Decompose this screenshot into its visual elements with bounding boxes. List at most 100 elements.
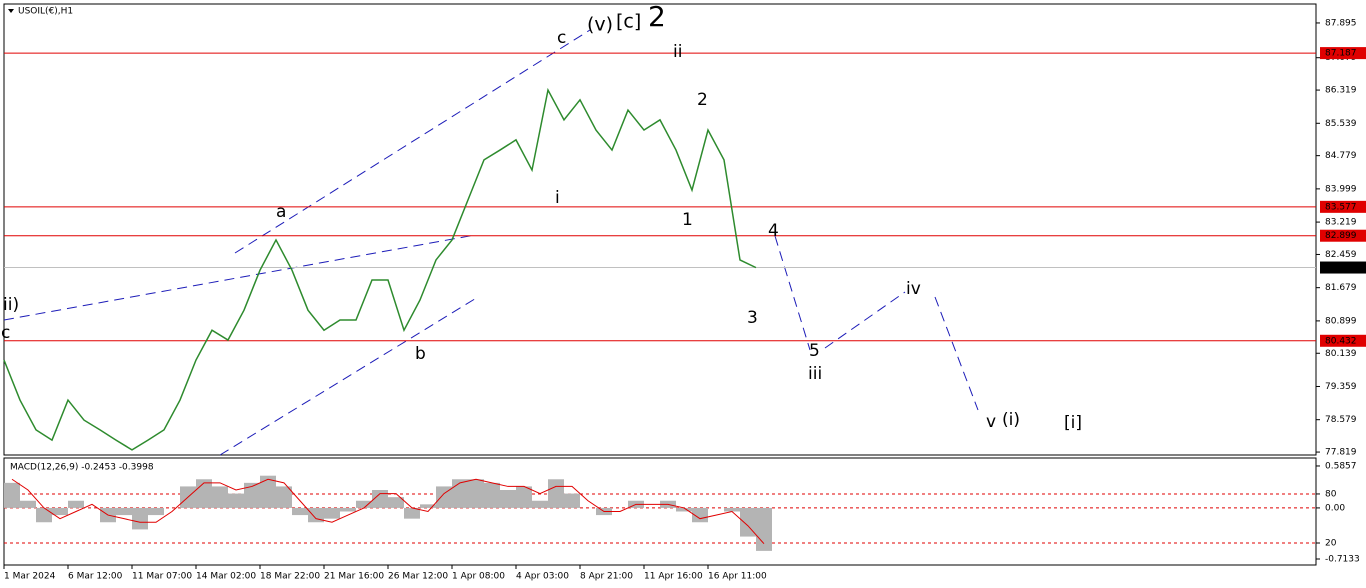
macd-bar (548, 479, 564, 508)
level-label: 80.432 (1325, 336, 1357, 346)
wave-label: ii) (3, 295, 19, 315)
chart-title: USOIL(€),H1 (18, 7, 73, 17)
y-tick-label: 85.539 (1325, 119, 1357, 129)
wave-label: ii (673, 42, 682, 62)
x-tick-label: 21 Mar 16:00 (324, 572, 384, 582)
wave-label: [i] (1064, 413, 1082, 433)
wave-label: v (986, 412, 996, 432)
macd-bar (20, 500, 36, 508)
macd-bar (676, 507, 692, 512)
x-tick-label: 26 Mar 12:00 (388, 572, 448, 582)
macd-bar (532, 500, 548, 508)
macd-bar (196, 479, 212, 508)
level-label: 87.187 (1325, 49, 1357, 59)
macd-frame (3, 457, 1317, 566)
macd-bar (260, 475, 276, 508)
wave-label: 2 (648, 0, 666, 33)
x-tick-label: 11 Mar 07:00 (132, 572, 192, 582)
macd-bar (484, 482, 500, 508)
wave-label: iv (906, 279, 921, 299)
macd-bar (740, 507, 756, 537)
y-tick-label: 80 (1325, 489, 1337, 499)
macd-bar (148, 507, 164, 516)
y-tick-label: 81.679 (1325, 283, 1357, 293)
level-label-box (1320, 229, 1366, 242)
wave-lines (3, 29, 979, 456)
x-tick-label: 6 Mar 12:00 (68, 572, 123, 582)
wave-label: 5 (809, 341, 820, 361)
macd-bar (228, 493, 244, 508)
macd-bar (356, 500, 372, 508)
wave-label: 3 (747, 308, 758, 328)
price-frame (3, 3, 1317, 456)
price-line (3, 87, 757, 451)
macd-bar (692, 507, 708, 523)
y-tick-label: 20 (1325, 539, 1337, 549)
macd-bar (404, 507, 420, 519)
macd-bar (756, 507, 772, 551)
macd-bar (132, 507, 148, 530)
y-tick-label: 77.819 (1325, 448, 1357, 458)
wave-label: (v) (587, 14, 613, 36)
wave-label: a (276, 202, 286, 222)
y-tick-label: 79.359 (1325, 382, 1357, 392)
wave-label: iii (808, 364, 822, 384)
macd-bar (436, 486, 452, 508)
macd-bar (372, 490, 388, 508)
wave-label: 2 (697, 90, 708, 110)
y-tick-label: 83.219 (1325, 218, 1357, 228)
macd-bar (4, 482, 20, 508)
x-tick-label: 11 Apr 16:00 (644, 572, 703, 582)
macd-bar (452, 479, 468, 508)
signal-line (11, 478, 765, 545)
macd-bar (212, 486, 228, 508)
y-tick-label: 78.579 (1325, 415, 1357, 425)
x-tick-label: 4 Apr 03:00 (516, 572, 569, 582)
x-tick-label: 14 Mar 02:00 (196, 572, 256, 582)
wave-label: i (555, 188, 560, 208)
level-label: 83.577 (1325, 202, 1357, 212)
wave-label: c (1, 323, 10, 343)
macd-bar (52, 507, 68, 516)
y-tick-label: 80.899 (1325, 316, 1357, 326)
macd-bar (516, 486, 532, 508)
macd-bar (308, 507, 324, 523)
macd-bar (244, 482, 260, 508)
wave-label: 1 (682, 210, 693, 230)
macd-bar (116, 507, 132, 516)
macd-bar (564, 493, 580, 508)
x-tick-label: 1 Apr 08:00 (452, 572, 505, 582)
wave-label: 4 (768, 221, 779, 241)
y-tick-label: 0.5857 (1325, 461, 1357, 471)
y-tick-label: 86.319 (1325, 86, 1357, 96)
macd-bar (36, 507, 52, 523)
macd-bar (724, 507, 740, 512)
wave-label: b (415, 344, 426, 364)
macd-bar (292, 507, 308, 516)
y-tick-label: 87.895 (1325, 18, 1357, 28)
macd-bar (324, 507, 340, 519)
level-label-box (1320, 47, 1366, 60)
last-price-label: 82.152 (1325, 263, 1357, 273)
macd-bar (468, 479, 484, 508)
level-label: 82.899 (1325, 231, 1357, 241)
level-label-box (1320, 334, 1366, 347)
wave-label: (i) (1002, 410, 1020, 430)
y-tick-label: 0.00 (1325, 503, 1345, 513)
macd-bar (420, 504, 436, 508)
level-label-box (1320, 200, 1366, 213)
x-tick-label: 1 Mar 2024 (4, 572, 56, 582)
macd-bar (500, 490, 516, 508)
menu-arrow[interactable] (8, 9, 14, 13)
x-tick-label: 16 Apr 11:00 (708, 572, 767, 582)
macd-bar (68, 500, 84, 508)
y-tick-label: -0.7133 (1325, 555, 1360, 565)
x-tick-label: 18 Mar 22:00 (260, 572, 320, 582)
macd-bar (276, 486, 292, 508)
y-tick-label: 82.459 (1325, 250, 1357, 260)
x-tick-label: 8 Apr 21:00 (580, 572, 633, 582)
macd-title: MACD(12,26,9) -0.2453 -0.3998 (10, 463, 154, 473)
y-tick-label: 84.779 (1325, 151, 1357, 161)
y-tick-label: 83.999 (1325, 184, 1357, 194)
